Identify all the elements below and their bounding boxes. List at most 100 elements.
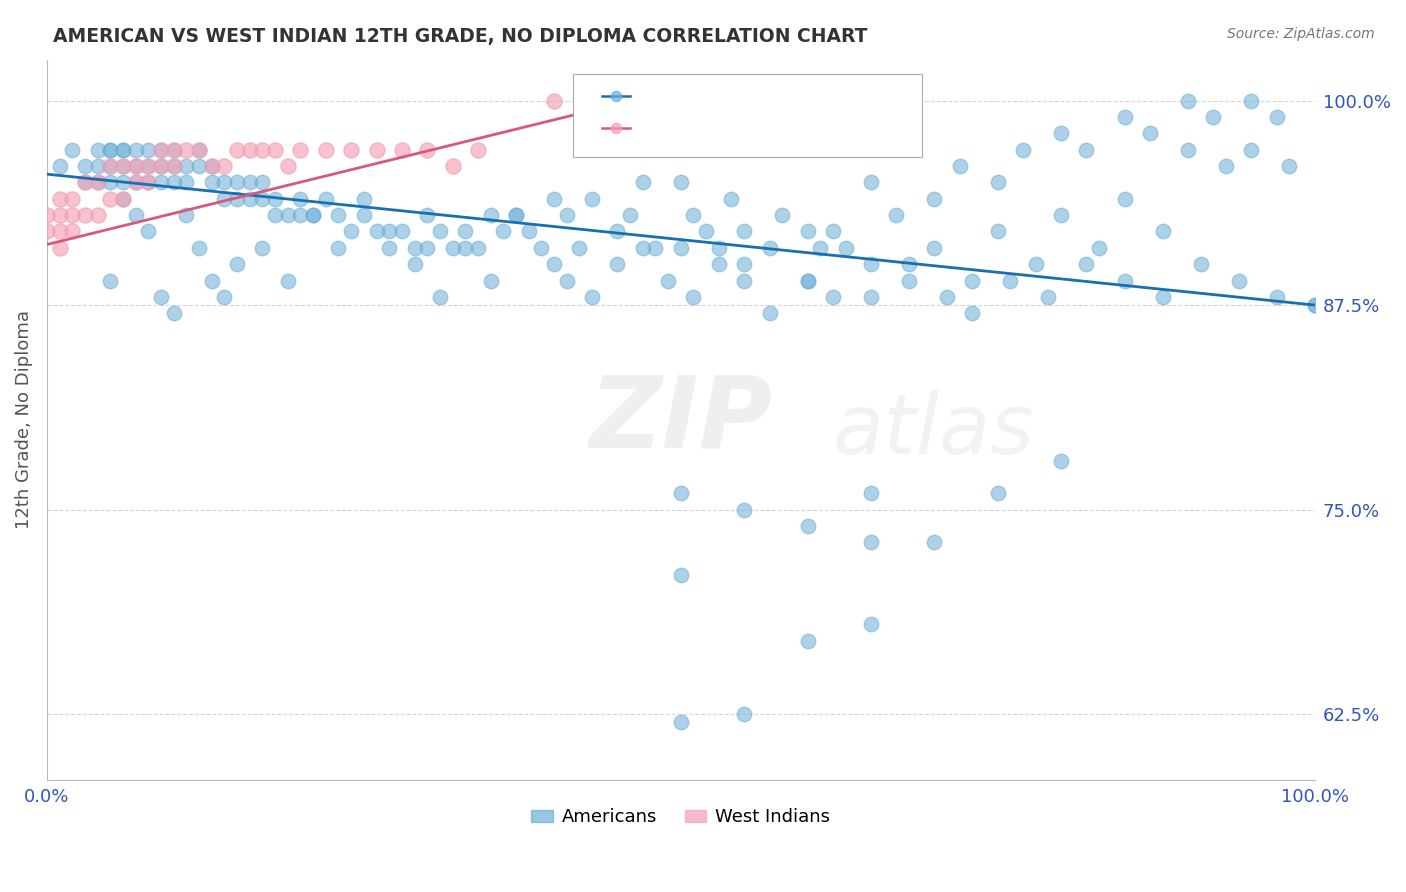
Point (163, 175, 186, 189)
Point (1050, 453, 1073, 467)
Point (796, 633, 818, 648)
Point (657, 273, 679, 287)
Point (821, 224, 844, 238)
Point (924, 535, 946, 549)
Point (987, 486, 1010, 500)
Point (770, 208, 793, 222)
Point (73, 175, 96, 189)
Point (441, 159, 464, 173)
Point (353, 192, 375, 206)
Point (1240, 143, 1263, 157)
Point (239, 175, 262, 189)
Point (543, 257, 565, 271)
Point (124, 143, 146, 157)
Point (669, 241, 692, 255)
Point (669, 568, 692, 582)
Point (264, 192, 287, 206)
Point (48, 192, 70, 206)
Point (859, 290, 882, 304)
Point (60, 143, 83, 157)
Point (707, 241, 730, 255)
Point (897, 257, 920, 271)
Point (1240, 94, 1263, 108)
Point (962, 306, 984, 320)
Point (124, 159, 146, 173)
Point (366, 143, 388, 157)
Point (214, 175, 236, 189)
Point (136, 175, 159, 189)
Point (695, 224, 717, 238)
Point (163, 159, 186, 173)
Point (1139, 126, 1161, 140)
Point (252, 241, 274, 255)
Point (834, 241, 856, 255)
Point (111, 143, 134, 157)
Point (605, 175, 627, 189)
Point (290, 208, 312, 222)
Point (682, 208, 704, 222)
Point (201, 159, 224, 173)
Point (277, 273, 299, 287)
Point (505, 208, 527, 222)
Point (340, 224, 363, 238)
Point (136, 159, 159, 173)
Point (1303, 298, 1326, 312)
Point (924, 192, 946, 206)
Point (176, 175, 198, 189)
Point (416, 241, 439, 255)
Point (391, 143, 413, 157)
Point (188, 143, 211, 157)
Point (441, 241, 464, 255)
Point (391, 224, 413, 238)
Point (98, 159, 121, 173)
Text: AMERICAN VS WEST INDIAN 12TH GRADE, NO DIPLOMA CORRELATION CHART: AMERICAN VS WEST INDIAN 12TH GRADE, NO D… (53, 27, 868, 45)
Point (98, 175, 121, 189)
Point (821, 290, 844, 304)
Point (543, 192, 565, 206)
Point (214, 192, 236, 206)
Point (720, 192, 742, 206)
Point (86, 175, 108, 189)
Point (214, 159, 236, 173)
Point (214, 290, 236, 304)
Point (682, 290, 704, 304)
Point (35, 224, 58, 238)
Point (808, 241, 831, 255)
Point (581, 290, 603, 304)
Point (669, 486, 692, 500)
Point (429, 224, 451, 238)
Point (1189, 257, 1212, 271)
Legend: Americans, West Indians: Americans, West Indians (522, 799, 839, 836)
Text: ZIP: ZIP (589, 371, 772, 468)
Point (859, 486, 882, 500)
Point (1088, 241, 1111, 255)
Point (555, 208, 578, 222)
Point (60, 224, 83, 238)
Point (124, 175, 146, 189)
Point (479, 273, 502, 287)
Point (163, 143, 186, 157)
Point (936, 290, 959, 304)
Point (987, 224, 1010, 238)
Point (73, 175, 96, 189)
Point (758, 306, 780, 320)
Point (150, 159, 173, 173)
Point (226, 192, 249, 206)
Point (568, 241, 591, 255)
Point (60, 208, 83, 222)
Point (328, 208, 350, 222)
Point (136, 143, 159, 157)
Point (226, 175, 249, 189)
Point (226, 257, 249, 271)
Point (619, 208, 641, 222)
Point (467, 143, 489, 157)
Point (201, 273, 224, 287)
Point (884, 208, 907, 222)
Point (1303, 298, 1326, 312)
Point (48, 208, 70, 222)
Point (530, 241, 553, 255)
Point (859, 175, 882, 189)
Point (949, 159, 972, 173)
Point (136, 159, 159, 173)
Text: Source: ZipAtlas.com: Source: ZipAtlas.com (1227, 27, 1375, 41)
